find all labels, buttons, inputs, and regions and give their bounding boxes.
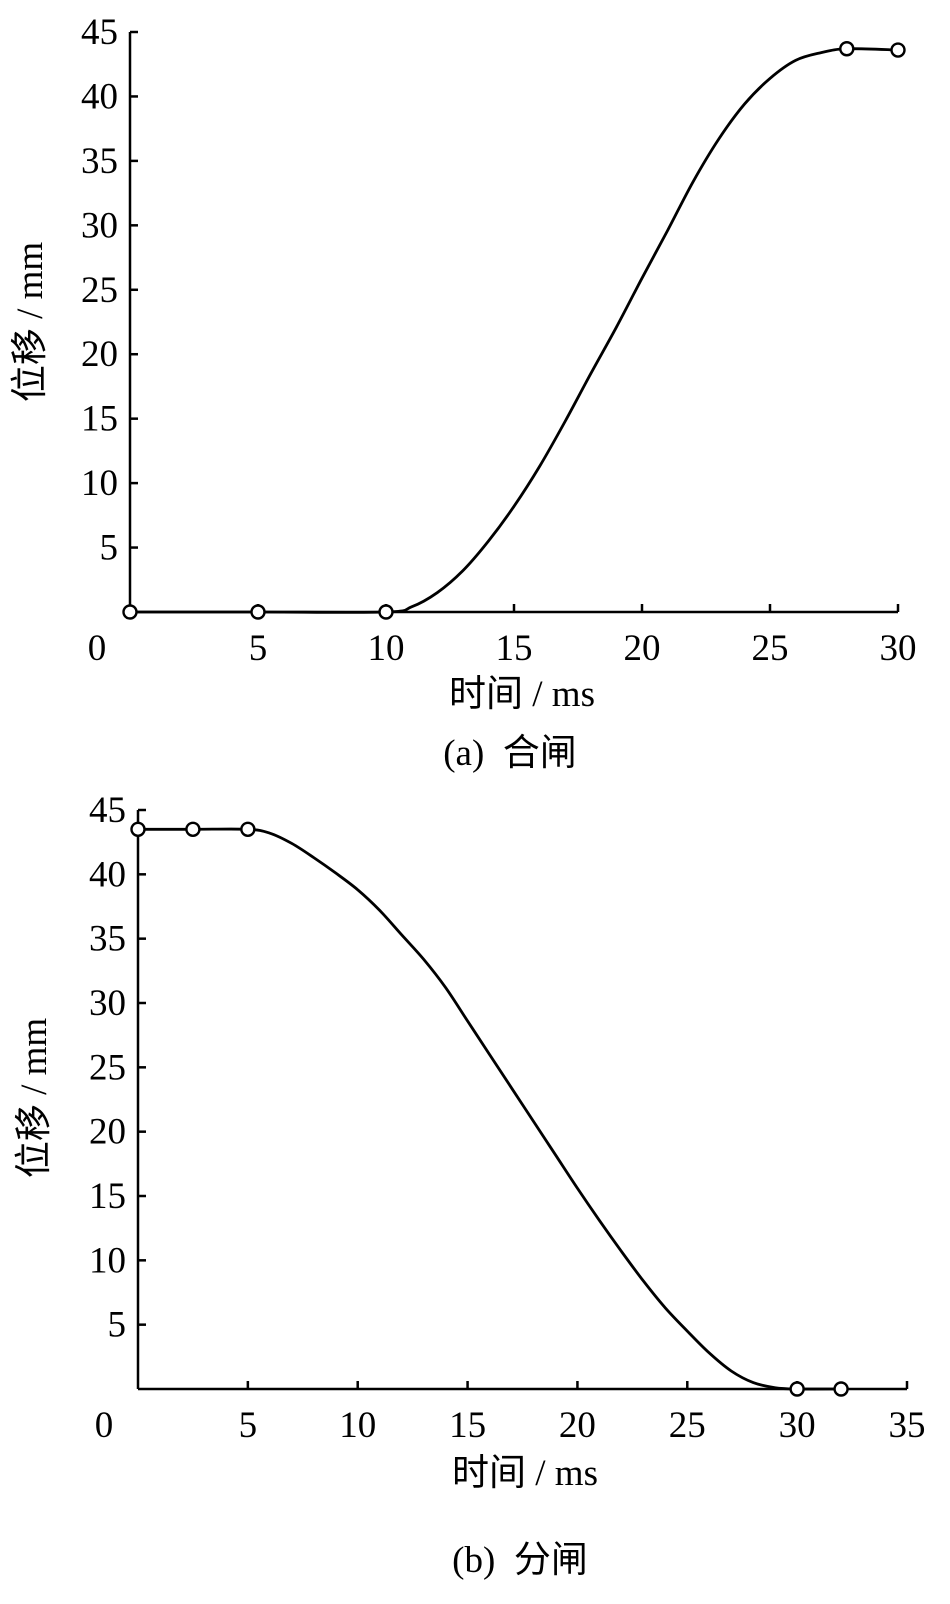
- chart-b-caption: (b) 分闸: [452, 1540, 588, 1581]
- chart-b-ylabel: 位移 / mm: [13, 1018, 55, 1179]
- chart-b-axes: [136, 810, 907, 1391]
- chart-a-origin-label: 0: [88, 628, 107, 669]
- chart-b-data-point: [185, 821, 201, 837]
- chart-b-x-tick-label: 5: [239, 1405, 258, 1446]
- chart-a-series-line: [130, 47, 899, 614]
- chart-a-x-tick-label: 30: [880, 628, 917, 669]
- chart-b-x-tick-label: 30: [779, 1405, 816, 1446]
- chart-b-y-tick-label: 30: [89, 983, 126, 1024]
- chart-a-y-tick-label: 5: [100, 528, 119, 569]
- chart-a-data-point: [839, 41, 855, 57]
- chart-b-y-tick-label: 20: [89, 1112, 126, 1153]
- chart-a-x-tick-label: 5: [249, 628, 268, 669]
- chart-a: 5 10 15 20 25 30 35 40 45 5 10 15 20 25 30 0 时间 / ms 位…: [9, 12, 917, 774]
- chart-b-x-tick-label: 20: [559, 1405, 596, 1446]
- chart-b-x-tick-label: 35: [889, 1405, 926, 1446]
- chart-b-y-tick-label: 40: [89, 854, 126, 895]
- chart-a-xlabel: 时间 / ms: [449, 674, 595, 715]
- chart-a-y-tick-label: 25: [81, 270, 118, 311]
- chart-b-data-point: [833, 1381, 849, 1397]
- chart-a-ticks: 5 10 15 20 25 30 35 40 45 5 10 15 20 25 30: [81, 12, 917, 669]
- chart-a-y-tick-label: 30: [81, 205, 118, 246]
- chart-b-data-point: [789, 1381, 805, 1397]
- chart-b-y-tick-label: 35: [89, 919, 126, 960]
- chart-a-markers: [122, 41, 906, 620]
- chart-b-y-tick-label: 15: [89, 1176, 126, 1217]
- chart-a-y-tick-label: 40: [81, 76, 118, 117]
- chart-a-curve: [130, 47, 899, 614]
- chart-b-series-line: [138, 827, 842, 1391]
- chart-a-axes: [128, 32, 898, 614]
- chart-b-x-tick-label: 10: [339, 1405, 376, 1446]
- chart-b-y-tick-label: 25: [89, 1047, 126, 1088]
- chart-b-markers: [130, 821, 849, 1397]
- chart-a-data-point: [378, 604, 394, 620]
- chart-a-x-tick-label: 10: [368, 628, 405, 669]
- chart-a-data-point: [890, 42, 906, 58]
- chart-b-y-tick-label: 10: [89, 1240, 126, 1281]
- chart-a-y-tick-label: 45: [81, 12, 118, 53]
- chart-a-y-tick-label: 35: [81, 141, 118, 182]
- chart-b-y-tick-label: 5: [108, 1305, 127, 1346]
- chart-b-origin-label: 0: [95, 1405, 114, 1446]
- chart-b-data-point: [240, 821, 256, 837]
- chart-b-xlabel: 时间 / ms: [452, 1453, 598, 1494]
- chart-a-ylabel: 位移 / mm: [9, 242, 51, 403]
- chart-b-curve: [138, 827, 842, 1391]
- chart-b-data-point: [130, 821, 146, 837]
- chart-a-y-tick-label: 10: [81, 463, 118, 504]
- chart-a-data-point: [122, 604, 138, 620]
- chart-b-ticks: 5 10 15 20 25 30 35 40 45 5 10 15 20 25 30 35: [89, 790, 926, 1446]
- chart-b-y-tick-label: 45: [89, 790, 126, 831]
- chart-a-data-point: [250, 604, 266, 620]
- chart-a-x-tick-label: 25: [752, 628, 789, 669]
- chart-b: 5 10 15 20 25 30 35 40 45 5 10 15 20 25 30 35 0 时间 / ms…: [13, 790, 926, 1581]
- chart-a-caption: (a) 合闸: [443, 732, 577, 774]
- chart-a-y-tick-label: 20: [81, 334, 118, 375]
- chart-a-x-tick-label: 15: [496, 628, 533, 669]
- chart-a-y-tick-label: 15: [81, 399, 118, 440]
- chart-b-x-tick-label: 15: [449, 1405, 486, 1446]
- chart-a-x-tick-label: 20: [624, 628, 661, 669]
- chart-b-x-tick-label: 25: [669, 1405, 706, 1446]
